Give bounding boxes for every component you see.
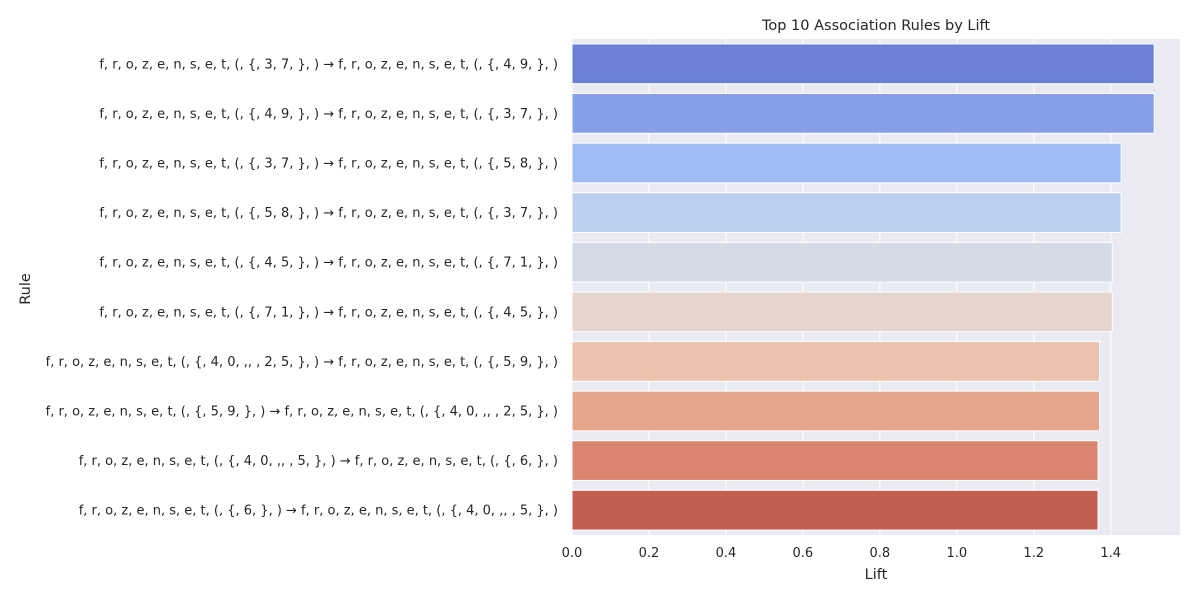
y-tick-label: f, r, o, z, e, n, s, e, t, (, {, 5, 8, }… — [99, 206, 558, 221]
bar — [571, 93, 1155, 134]
x-tick-label: 0.8 — [870, 546, 891, 561]
y-tick-label: f, r, o, z, e, n, s, e, t, (, {, 3, 7, }… — [99, 157, 558, 172]
x-tick-label: 1.4 — [1100, 546, 1121, 561]
x-tick-label: 0.2 — [639, 546, 660, 561]
x-axis-label: Lift — [865, 567, 888, 583]
y-tick-label: f, r, o, z, e, n, s, e, t, (, {, 4, 0, ,… — [46, 355, 558, 370]
y-tick-label: f, r, o, z, e, n, s, e, t, (, {, 3, 7, }… — [99, 57, 558, 72]
x-tick-labels: 0.0 0.2 0.4 0.6 0.8 1.0 1.2 1.4 — [562, 546, 1121, 561]
bar — [571, 142, 1122, 184]
y-tick-label: f, r, o, z, e, n, s, e, t, (, {, 5, 9, }… — [46, 405, 558, 420]
x-tick-label: 1.2 — [1023, 546, 1044, 561]
bar — [571, 390, 1101, 432]
y-tick-label: f, r, o, z, e, n, s, e, t, (, {, 4, 0, ,… — [79, 454, 558, 469]
bar — [571, 440, 1099, 481]
bar — [571, 43, 1155, 85]
y-tick-labels: f, r, o, z, e, n, s, e, t, (, {, 3, 7, }… — [46, 57, 558, 518]
x-tick-label: 0.4 — [716, 546, 737, 561]
bar — [571, 489, 1099, 531]
y-axis-label: Rule — [18, 273, 34, 305]
bar — [571, 241, 1113, 283]
bars — [571, 43, 1155, 531]
y-tick-label: f, r, o, z, e, n, s, e, t, (, {, 4, 5, }… — [99, 256, 558, 271]
y-tick-label: f, r, o, z, e, n, s, e, t, (, {, 7, 1, }… — [99, 305, 558, 320]
chart-title: Top 10 Association Rules by Lift — [761, 18, 990, 34]
x-tick-label: 0.6 — [793, 546, 814, 561]
bar — [571, 291, 1113, 333]
y-tick-label: f, r, o, z, e, n, s, e, t, (, {, 6, }, )… — [79, 504, 558, 519]
x-tick-label: 1.0 — [946, 546, 967, 561]
y-tick-label: f, r, o, z, e, n, s, e, t, (, {, 4, 9, }… — [99, 107, 558, 122]
bar — [571, 341, 1101, 382]
x-tick-label: 0.0 — [562, 546, 583, 561]
bar — [571, 192, 1122, 233]
